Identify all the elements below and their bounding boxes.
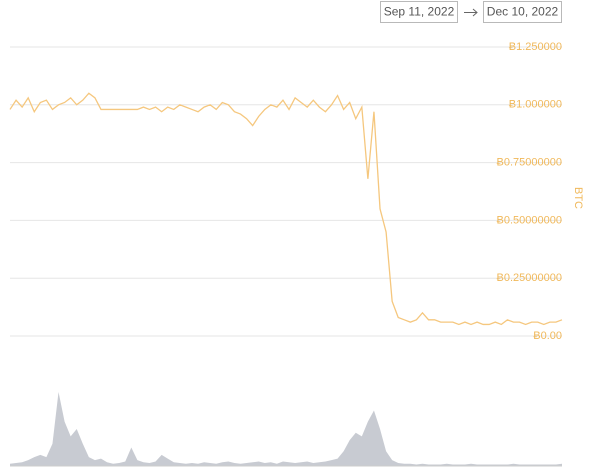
date-start: Sep 11, 2022 <box>384 5 455 19</box>
price-line <box>9 92 563 326</box>
volume-area <box>10 392 562 466</box>
date-end: Dec 10, 2022 <box>487 5 559 19</box>
y-tick-label: Ƀ1.000000 <box>509 99 562 111</box>
y-tick-label: Ƀ0.25000000 <box>497 272 562 284</box>
y-axis-title: BTC <box>572 187 584 209</box>
arrow <box>464 8 478 17</box>
date-start-box[interactable] <box>380 1 458 23</box>
y-tick-label: Ƀ0.00 <box>533 330 562 342</box>
date-end-box[interactable] <box>483 1 562 23</box>
y-tick-label: Ƀ0.50000000 <box>497 214 562 226</box>
y-tick-label: Ƀ1.250000 <box>509 41 562 53</box>
y-tick-label: Ƀ0.75000000 <box>497 157 562 169</box>
